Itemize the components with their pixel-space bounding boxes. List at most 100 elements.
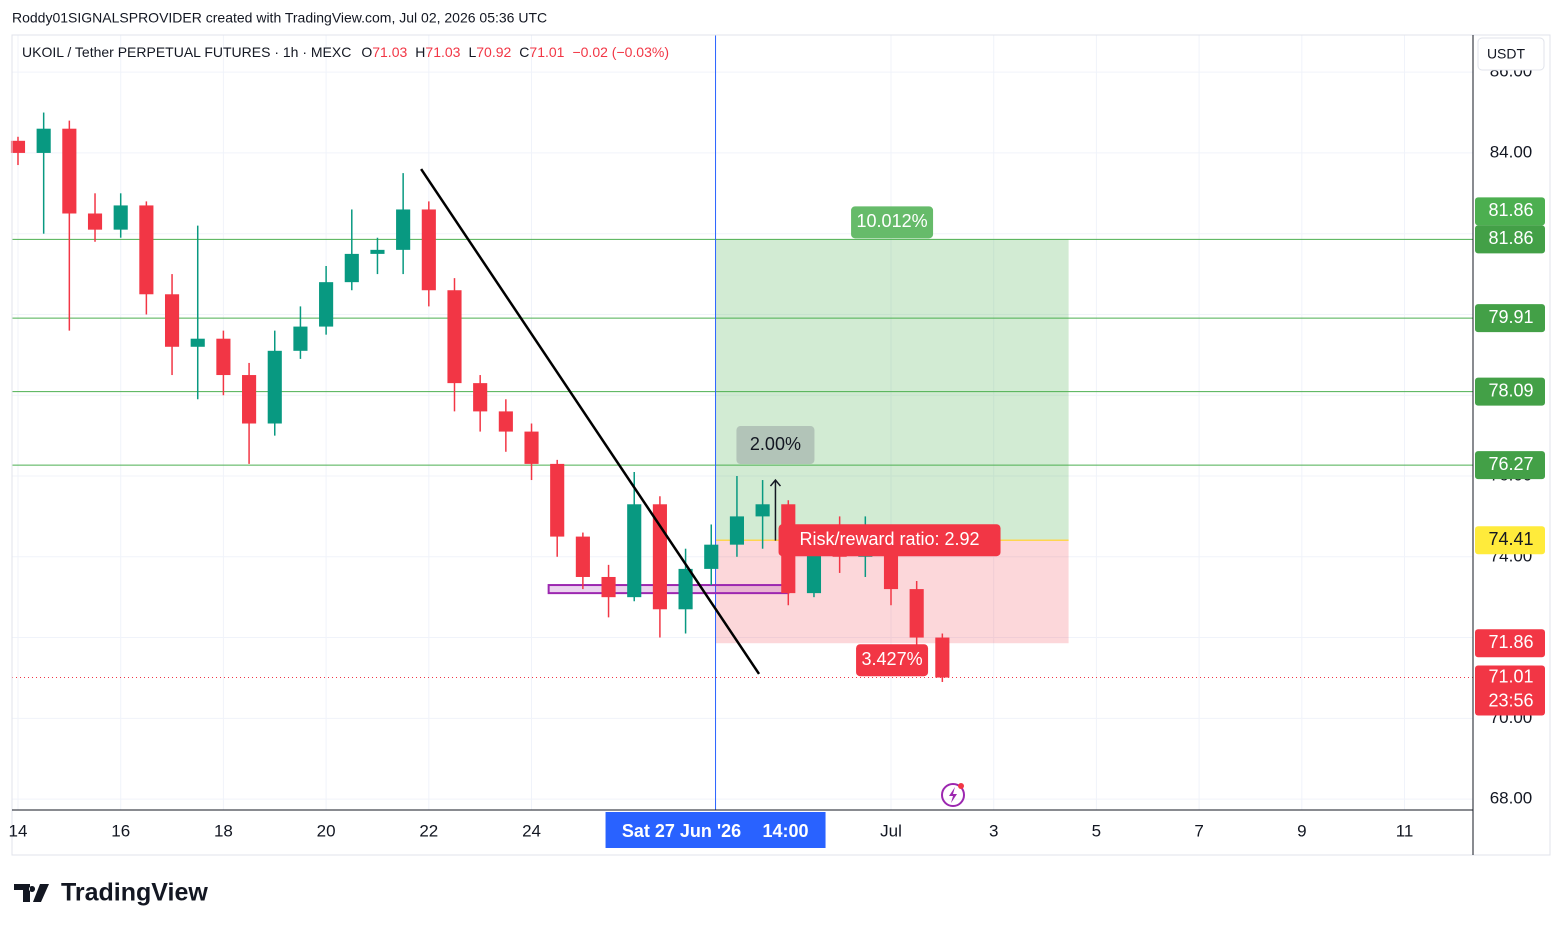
candle-body	[935, 637, 950, 678]
candle-body	[806, 548, 822, 594]
candle-body	[87, 213, 103, 230]
candle-body	[550, 463, 565, 537]
crosshair-time: 14:00	[763, 821, 809, 841]
x-tick-label: 5	[1092, 821, 1101, 840]
price-badge-label: 81.86	[1488, 200, 1533, 220]
last-price-label: 71.01	[1488, 666, 1533, 686]
countdown-label: 23:56	[1488, 690, 1533, 710]
price-badge-label: 74.41	[1488, 529, 1533, 549]
last-price-badge	[1475, 665, 1545, 716]
price-badge-label: 81.86	[1488, 228, 1533, 248]
candle-body	[421, 209, 436, 291]
candle-body	[139, 205, 154, 295]
stop-label-box	[856, 644, 929, 677]
currency: USDT	[1487, 46, 1526, 62]
plot: 2.00% 10.012% 3.427% Risk/reward ratio: 2.9…	[10, 35, 1473, 810]
target-label-box	[851, 206, 934, 239]
candle-body	[293, 326, 308, 351]
field-key: L	[468, 44, 476, 60]
candle-body	[755, 504, 770, 517]
currency-box	[1477, 37, 1545, 71]
field-key: C	[519, 44, 529, 60]
ratio-label: Risk/reward ratio: 2.92	[800, 529, 980, 549]
target-zone	[715, 239, 1069, 541]
price-badge-label: 71.86	[1488, 632, 1533, 652]
brand: TradingView	[61, 879, 208, 907]
candle-body	[242, 375, 257, 424]
price-badge	[1475, 377, 1545, 406]
measure-box	[736, 426, 815, 465]
candle-body	[62, 128, 77, 214]
footer-logo: TradingView	[14, 879, 208, 907]
candle-body	[704, 544, 719, 569]
candle-body	[319, 282, 334, 327]
field-value: 71.01	[529, 44, 564, 60]
price-badge	[1475, 629, 1545, 658]
price-badge	[1475, 225, 1545, 254]
ratio-label-box	[778, 524, 1001, 557]
measure-arrow	[769, 478, 782, 541]
price-badge-label: 76.27	[1488, 454, 1533, 474]
field-value: 71.03	[425, 44, 460, 60]
candle-body	[678, 568, 693, 610]
target-label: 10.012%	[857, 211, 928, 231]
field-value: 70.92	[476, 44, 511, 60]
x-tick-label: 11	[1396, 821, 1414, 840]
symbol: UKOIL / Tether PERPETUAL FUTURES · 1h · …	[22, 44, 351, 60]
candle-body	[575, 536, 590, 577]
x-tick-label: 16	[111, 821, 130, 840]
x-tick-label: Jul	[880, 821, 902, 840]
x-tick-label: 14	[9, 821, 28, 840]
candle-body	[473, 383, 488, 412]
candle-body	[370, 249, 385, 254]
price-badge	[1475, 197, 1545, 226]
zone-rectangle	[547, 584, 790, 595]
x-tick-label: 20	[317, 821, 336, 840]
price-badge-label: 78.09	[1488, 380, 1533, 400]
trendline	[420, 168, 761, 675]
crosshair-date: Sat 27 Jun '26	[622, 821, 741, 841]
candle-body	[627, 504, 642, 598]
change: −0.02 (−0.03%)	[572, 44, 669, 60]
candle-body	[498, 411, 513, 432]
candle-body	[396, 209, 411, 250]
alert-icon	[941, 783, 965, 807]
price-badge	[1475, 526, 1545, 555]
icon-dot	[958, 783, 964, 789]
candle-body	[113, 205, 128, 230]
stop-label: 3.427%	[862, 649, 923, 669]
candle-body	[909, 589, 924, 638]
candle-body	[344, 253, 359, 283]
candle-body	[10, 140, 26, 153]
frame	[11, 34, 1551, 856]
x-tick-label: 24	[522, 821, 541, 840]
icon-bolt	[949, 787, 957, 803]
candle-body	[601, 576, 616, 598]
field-value: 71.03	[372, 44, 407, 60]
y-tick-label: 68.00	[1490, 789, 1533, 808]
x-tick-label: 22	[419, 821, 438, 840]
credit: Roddy01SIGNALSPROVIDER created with Trad…	[12, 10, 547, 26]
candle-body	[36, 128, 51, 153]
logo-mark	[14, 884, 49, 902]
candle-body	[447, 290, 462, 384]
crosshair-badge	[605, 812, 826, 848]
candle-body	[267, 350, 282, 424]
icon-ring	[941, 783, 965, 807]
measure-label: 2.00%	[750, 434, 801, 454]
price-badge	[1475, 451, 1545, 480]
x-tick-label: 9	[1297, 821, 1306, 840]
field-key: H	[415, 44, 425, 60]
candle-body	[524, 431, 539, 464]
candle-body	[190, 338, 205, 347]
y-tick-label: 84.00	[1490, 142, 1533, 161]
x-tick-label: 3	[989, 821, 998, 840]
candle-body	[729, 516, 744, 545]
candle-body	[216, 338, 231, 376]
candle-body	[164, 294, 180, 347]
x-tick-label: 18	[214, 821, 233, 840]
x-tick-label: 7	[1194, 821, 1203, 840]
price-badge-label: 79.91	[1488, 307, 1533, 327]
price-badge	[1475, 304, 1545, 333]
